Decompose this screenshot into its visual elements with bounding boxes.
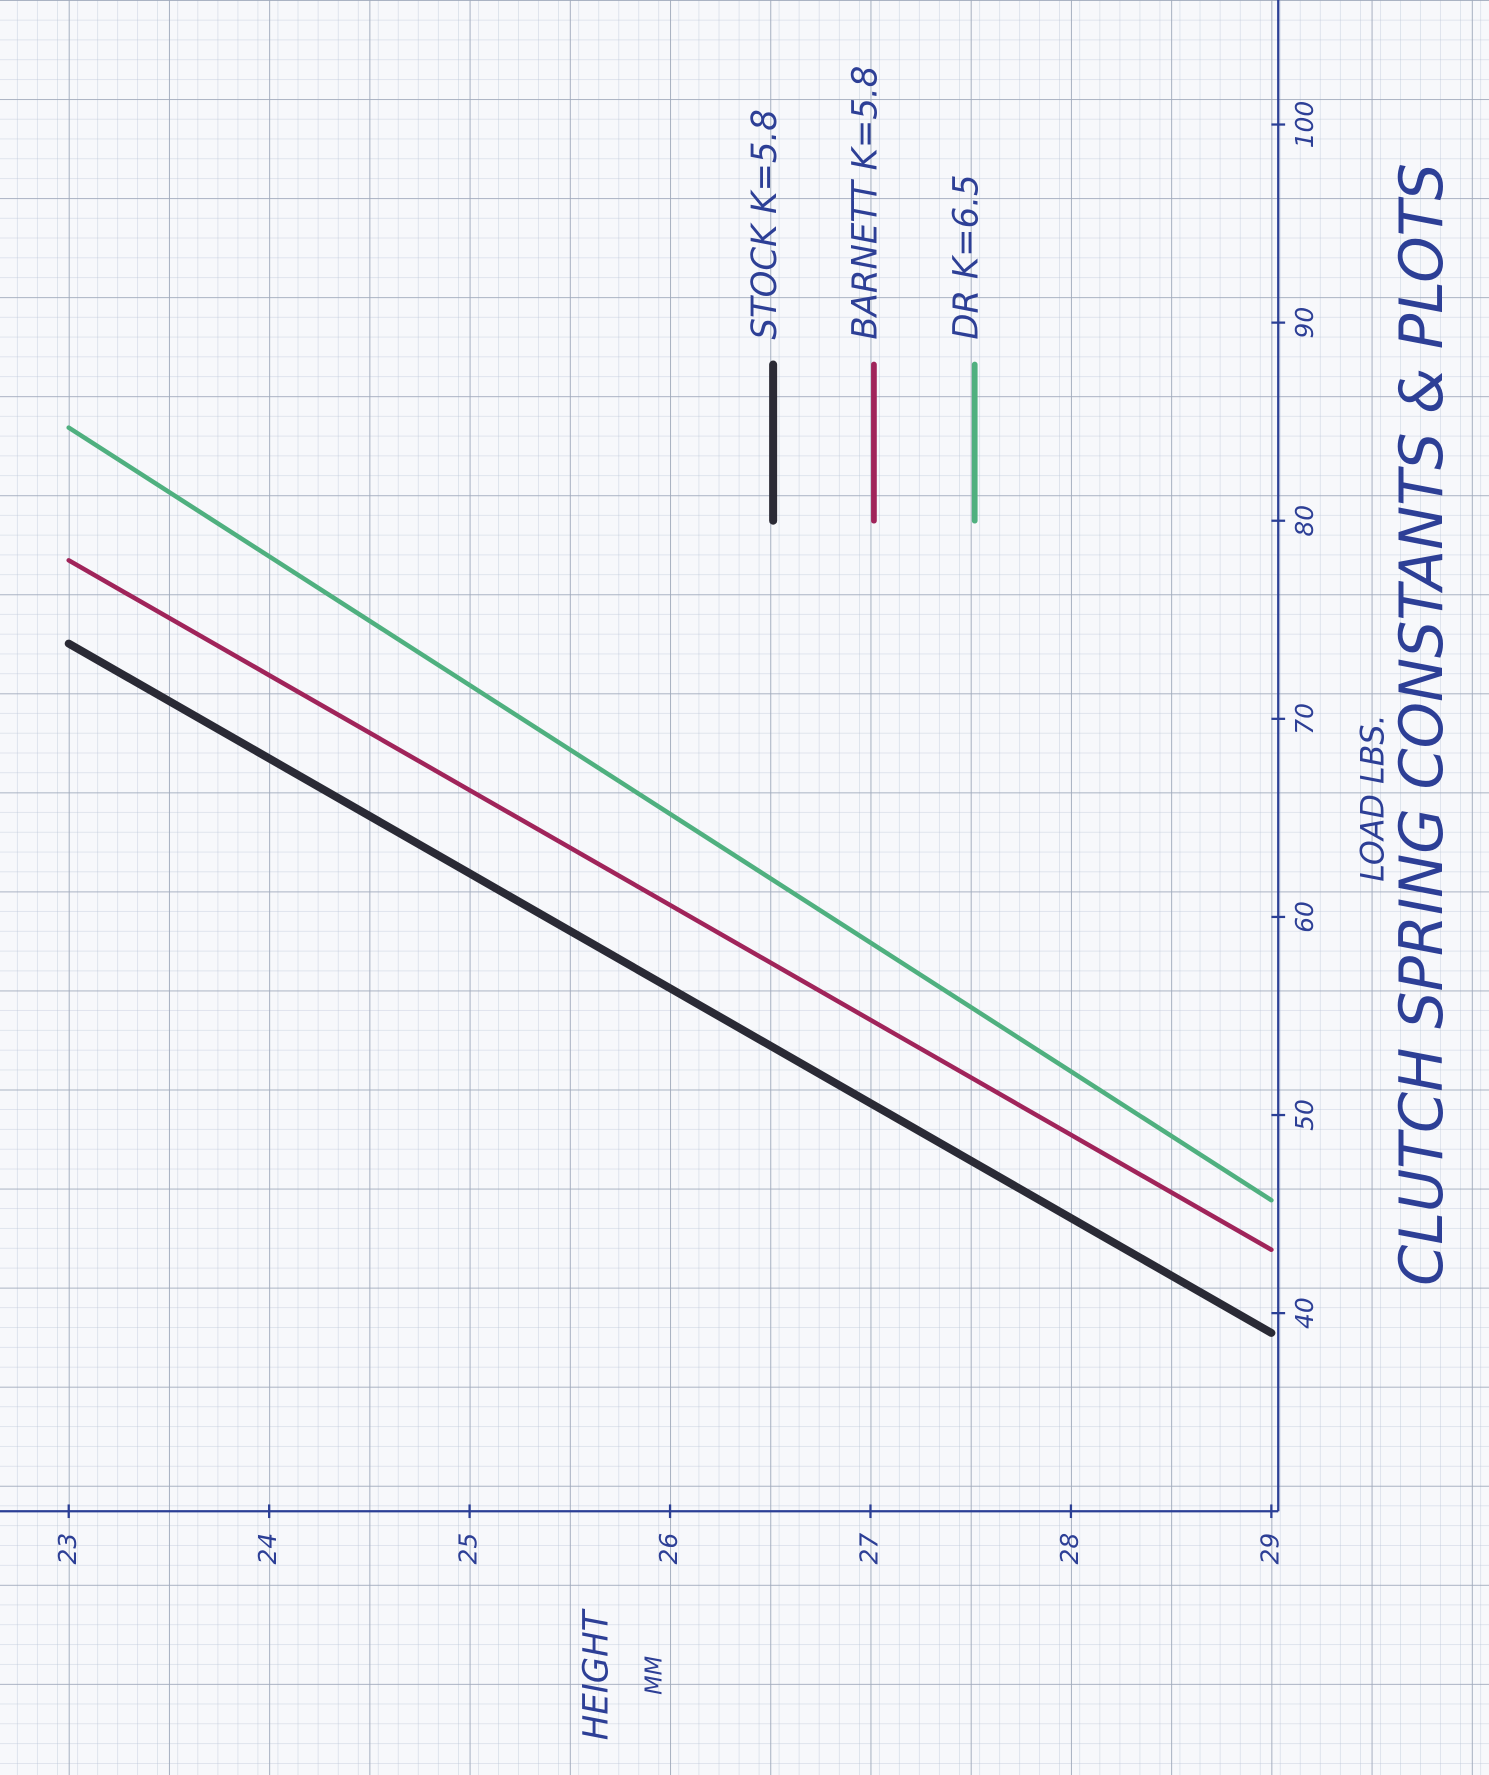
y-tick-label: 50: [1290, 1099, 1319, 1131]
x-axis-unit: MM: [642, 1656, 668, 1695]
x-tick-label: 28: [1055, 1533, 1084, 1565]
y-axis-label: LOAD LBS.: [1353, 714, 1391, 881]
legend-label: STOCK K=5.8: [745, 109, 785, 340]
legend-label: DR K=6.5: [946, 174, 986, 339]
y-tick-label: 70: [1290, 703, 1319, 735]
chart-title: CLUTCH SPRING CONSTANTS & PLOTS: [1387, 163, 1456, 1286]
legend-label: BARNETT K=5.8: [845, 66, 885, 340]
y-tick-label: 90: [1290, 307, 1319, 339]
x-tick-label: 24: [253, 1533, 282, 1565]
series-line: [64, 639, 1276, 1337]
x-axis-label: HEIGHT: [576, 1607, 616, 1740]
y-tick-label: 40: [1290, 1297, 1319, 1329]
y-tick-label: 100: [1290, 101, 1319, 149]
x-tick-label: 23: [53, 1533, 82, 1565]
x-tick-label: 29: [1255, 1533, 1284, 1565]
y-tick-label: 80: [1290, 505, 1319, 537]
series-line: [66, 425, 1274, 1203]
x-tick-label: 26: [654, 1533, 683, 1565]
y-tick-label: 60: [1290, 901, 1319, 933]
plot: 23 24 25 26 27 28 29 40 50 60 70 80 90 100 CLUTCH SPRI…: [0, 0, 1456, 1740]
x-tick-label: 27: [854, 1533, 883, 1565]
x-tick-label: 25: [454, 1533, 483, 1565]
series-line: [66, 558, 1274, 1253]
